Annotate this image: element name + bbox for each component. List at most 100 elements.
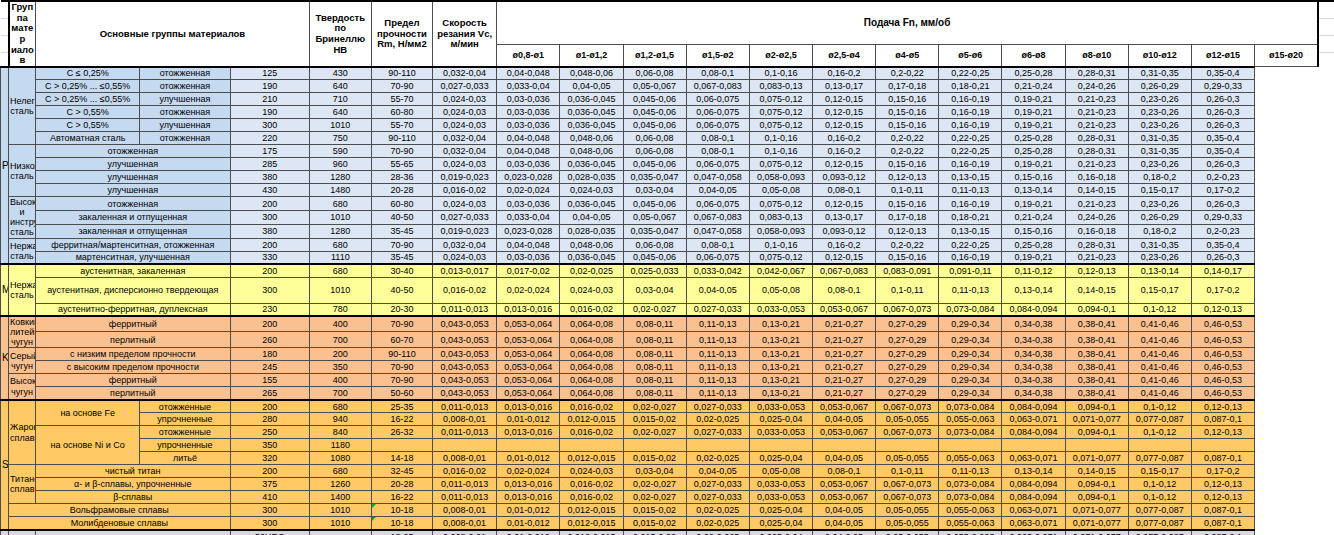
strength-cell[interactable] <box>309 530 371 535</box>
feed-cell[interactable]: 0,35-0,4 <box>1191 132 1254 145</box>
feed-cell[interactable] <box>1128 439 1191 452</box>
feed-cell[interactable]: 0,077-0,087 <box>1128 413 1191 426</box>
feed-cell[interactable]: 0,03-0,036 <box>497 158 560 171</box>
feed-cell[interactable]: 0,16-0,2 <box>812 238 875 251</box>
feed-cell[interactable]: 0,077-0,087 <box>1128 530 1191 535</box>
feed-cell[interactable]: 0,073-0,084 <box>939 400 1002 413</box>
cutting-speed-cell[interactable]: 30-40 <box>371 264 432 277</box>
feed-cell[interactable]: 0,23-0,26 <box>1128 106 1191 119</box>
hardness-cell[interactable]: 210 <box>230 93 309 106</box>
feed-cell[interactable]: 0,033-0,042 <box>686 264 749 277</box>
hardness-cell[interactable]: 230 <box>230 303 309 316</box>
feed-cell[interactable]: 0,016-0,02 <box>560 400 623 413</box>
strength-cell[interactable]: 1280 <box>309 171 371 184</box>
feed-cell[interactable]: 0,084-0,094 <box>1002 478 1065 491</box>
hardness-cell[interactable]: 410 <box>230 491 309 504</box>
feed-cell[interactable]: 0,091-0,11 <box>939 264 1002 277</box>
feed-cell[interactable]: 0,06-0,08 <box>623 67 686 80</box>
feed-cell[interactable]: 0,27-0,29 <box>876 332 939 348</box>
feed-cell[interactable]: 0,075-0,12 <box>749 119 812 132</box>
strength-cell[interactable]: 1480 <box>309 184 371 197</box>
cutting-speed-cell[interactable]: 40-50 <box>371 277 432 303</box>
sub-material-cell[interactable]: чистый титан <box>36 465 230 478</box>
cutting-speed-cell[interactable]: 35-45 <box>371 251 432 264</box>
feed-cell[interactable]: 0,013-0,017 <box>433 264 497 277</box>
hardness-cell[interactable]: 250 <box>230 426 309 439</box>
feed-cell[interactable]: 0,13-0,14 <box>1128 264 1191 277</box>
feed-cell[interactable]: 0,016-0,02 <box>560 303 623 316</box>
feed-cell[interactable]: 0,12-0,15 <box>812 251 875 264</box>
hardness-cell[interactable]: 300 <box>230 119 309 132</box>
feed-cell[interactable]: 0,067-0,073 <box>876 303 939 316</box>
feed-cell[interactable]: 0,12-0,15 <box>812 119 875 132</box>
feed-cell[interactable]: 0,024-0,03 <box>560 184 623 197</box>
feed-cell[interactable]: 0,05-0,055 <box>876 530 939 535</box>
feed-cell[interactable]: 0,083-0,13 <box>749 80 812 93</box>
cutting-speed-cell[interactable]: 18-25 <box>371 530 432 535</box>
sub-material-cell[interactable]: закаленная и отпущенная <box>36 224 230 238</box>
feed-cell[interactable]: 0,01-0,012 <box>497 530 560 535</box>
hardness-cell[interactable]: 220 <box>230 132 309 145</box>
strength-cell[interactable]: 1260 <box>309 478 371 491</box>
feed-cell[interactable]: 0,24-0,26 <box>1065 80 1128 93</box>
strength-cell[interactable]: 840 <box>309 426 371 439</box>
feed-cell[interactable]: 0,016-0,02 <box>560 426 623 439</box>
strength-cell[interactable]: 780 <box>309 303 371 316</box>
hardness-cell[interactable]: 200 <box>230 197 309 211</box>
feed-cell[interactable]: 0,023-0,028 <box>497 224 560 238</box>
feed-cell[interactable]: 0,064-0,08 <box>560 348 623 361</box>
feed-cell[interactable]: 0,077-0,087 <box>1128 504 1191 517</box>
feed-cell[interactable]: 0,12-0,13 <box>1191 426 1254 439</box>
sub-material-cell[interactable]: аустенитная, закаленная <box>36 264 230 277</box>
feed-cell[interactable] <box>497 439 560 452</box>
feed-cell[interactable]: 0,017-0,02 <box>497 264 560 277</box>
feed-cell[interactable]: 0,41-0,46 <box>1128 374 1191 387</box>
feed-cell[interactable]: 0,26-0,3 <box>1191 197 1254 211</box>
feed-cell[interactable]: 0,03-0,036 <box>497 93 560 106</box>
feed-cell[interactable]: 0,21-0,23 <box>1065 106 1128 119</box>
feed-cell[interactable]: 0,15-0,16 <box>876 158 939 171</box>
feed-cell[interactable]: 0,2-0,23 <box>1191 224 1254 238</box>
sub-material-cell[interactable]: с низким пределом прочности <box>36 348 230 361</box>
feed-cell[interactable]: 0,13-0,15 <box>939 171 1002 184</box>
feed-cell[interactable]: 0,071-0,077 <box>1065 504 1128 517</box>
feed-cell[interactable]: 0,04-0,05 <box>686 277 749 303</box>
strength-cell[interactable]: 400 <box>309 316 371 332</box>
group-letter-cell[interactable]: K <box>1 316 9 400</box>
hardness-cell[interactable]: 155 <box>230 374 309 387</box>
feed-cell[interactable]: 0,15-0,17 <box>1128 465 1191 478</box>
feed-cell[interactable]: 0,053-0,064 <box>497 316 560 332</box>
cutting-speed-cell[interactable]: 70-90 <box>371 145 432 158</box>
feed-cell[interactable]: 0,035-0,047 <box>623 171 686 184</box>
strength-cell[interactable]: 1110 <box>309 251 371 264</box>
feed-cell[interactable]: 0,17-0,2 <box>1191 465 1254 478</box>
feed-cell[interactable]: 0,2-0,22 <box>876 132 939 145</box>
feed-cell[interactable]: 0,053-0,067 <box>812 491 875 504</box>
feed-cell[interactable]: 0,15-0,16 <box>1002 224 1065 238</box>
feed-cell[interactable]: 0,036-0,045 <box>560 197 623 211</box>
feed-cell[interactable]: 0,29-0,33 <box>1191 211 1254 225</box>
feed-cell[interactable]: 0,094-0,1 <box>1065 491 1128 504</box>
strength-cell[interactable]: 1010 <box>309 517 371 530</box>
cutting-speed-cell[interactable] <box>371 439 432 452</box>
strength-cell[interactable]: 960 <box>309 158 371 171</box>
material-cell[interactable]: Жаропрочные сплавы <box>9 400 36 465</box>
feed-cell[interactable]: 0,03-0,036 <box>497 106 560 119</box>
feed-cell[interactable]: 0,045-0,06 <box>623 158 686 171</box>
hardness-cell[interactable]: 320 <box>230 452 309 465</box>
hardness-cell[interactable]: 380 <box>230 224 309 238</box>
feed-cell[interactable]: 0,053-0,064 <box>497 374 560 387</box>
feed-cell[interactable]: 0,027-0,033 <box>686 400 749 413</box>
strength-cell[interactable]: 710 <box>309 93 371 106</box>
feed-cell[interactable]: 0,21-0,23 <box>1065 119 1128 132</box>
header-diameter[interactable]: ø6-ø8 <box>1002 44 1065 67</box>
material-cell[interactable]: Молибденовые сплавы <box>9 517 231 530</box>
strength-cell[interactable]: 680 <box>309 400 371 413</box>
feed-cell[interactable]: 0,08-0,1 <box>686 238 749 251</box>
feed-cell[interactable]: 0,036-0,045 <box>560 251 623 264</box>
feed-cell[interactable]: 0,027-0,033 <box>686 426 749 439</box>
feed-cell[interactable]: 0,29-0,34 <box>939 332 1002 348</box>
feed-cell[interactable]: 0,2-0,22 <box>876 238 939 251</box>
feed-cell[interactable]: 0,24-0,26 <box>1065 211 1128 225</box>
feed-cell[interactable]: 0,032-0,04 <box>433 145 497 158</box>
